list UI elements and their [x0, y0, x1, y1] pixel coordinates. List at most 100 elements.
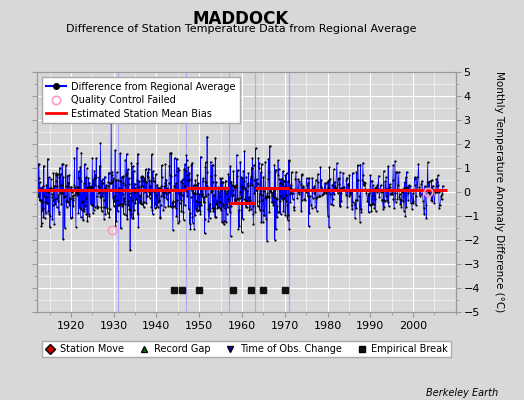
Point — [80, 180, 88, 187]
Point — [156, 185, 164, 191]
Point — [324, 185, 332, 191]
Point — [140, 199, 148, 205]
Point — [420, 211, 428, 217]
Point — [90, 175, 99, 181]
Point — [376, 187, 385, 194]
Point — [111, 222, 119, 229]
Point — [263, 194, 271, 200]
Point — [337, 198, 345, 204]
Y-axis label: Monthly Temperature Anomaly Difference (°C): Monthly Temperature Anomaly Difference (… — [494, 71, 504, 313]
Point — [139, 178, 147, 184]
Point — [148, 207, 156, 213]
Point — [41, 214, 49, 221]
Point — [286, 185, 294, 192]
Point — [81, 203, 90, 209]
Point — [236, 188, 244, 195]
Point — [135, 184, 144, 190]
Point — [174, 166, 183, 173]
Point — [405, 182, 413, 188]
Point — [230, 184, 238, 191]
Point — [158, 192, 167, 198]
Point — [409, 198, 418, 204]
Point — [308, 204, 316, 211]
Point — [396, 191, 404, 198]
Point — [316, 164, 324, 170]
Point — [80, 208, 88, 214]
Point — [64, 187, 73, 194]
Point — [146, 194, 154, 201]
Point — [116, 150, 124, 157]
Point — [48, 194, 56, 201]
Point — [105, 206, 114, 212]
Point — [70, 155, 79, 161]
Point — [232, 196, 240, 203]
Point — [108, 177, 117, 184]
Point — [257, 161, 266, 168]
Point — [134, 150, 142, 157]
Point — [309, 185, 317, 191]
Point — [267, 185, 276, 192]
Point — [409, 190, 417, 196]
Point — [333, 160, 341, 166]
Point — [185, 170, 193, 176]
Point — [125, 206, 134, 212]
Point — [140, 175, 148, 182]
Point — [402, 203, 410, 210]
Point — [210, 204, 219, 211]
Point — [45, 174, 53, 180]
Point — [193, 172, 202, 178]
Point — [114, 202, 122, 208]
Point — [277, 196, 286, 202]
Point — [370, 196, 379, 202]
Point — [375, 187, 383, 194]
Point — [208, 162, 216, 168]
Point — [305, 210, 313, 216]
Point — [159, 207, 167, 213]
Point — [46, 213, 54, 219]
Point — [364, 209, 373, 216]
Point — [312, 177, 320, 183]
Point — [144, 169, 152, 176]
Point — [35, 160, 43, 167]
Point — [77, 149, 85, 156]
Point — [191, 212, 199, 219]
Point — [122, 172, 130, 179]
Point — [169, 227, 177, 234]
Point — [379, 206, 387, 212]
Point — [155, 184, 163, 191]
Point — [49, 170, 58, 176]
Point — [74, 190, 82, 196]
Point — [127, 160, 136, 166]
Point — [254, 180, 262, 187]
Point — [431, 188, 440, 195]
Point — [63, 198, 71, 204]
Point — [154, 199, 162, 205]
Point — [160, 194, 168, 200]
Point — [294, 176, 302, 182]
Point — [250, 190, 259, 196]
Point — [209, 179, 217, 186]
Point — [45, 185, 53, 192]
Point — [89, 177, 97, 183]
Point — [339, 184, 347, 190]
Point — [111, 147, 119, 154]
Point — [68, 193, 76, 200]
Point — [368, 178, 376, 184]
Point — [392, 169, 400, 176]
Point — [79, 188, 88, 194]
Point — [37, 184, 45, 191]
Point — [117, 186, 125, 192]
Point — [263, 190, 271, 196]
Point — [62, 162, 70, 168]
Point — [239, 183, 248, 189]
Point — [254, 155, 263, 161]
Point — [402, 174, 410, 180]
Point — [243, 204, 251, 211]
Point — [248, 155, 257, 162]
Point — [425, 178, 434, 184]
Point — [427, 185, 435, 191]
Point — [78, 187, 86, 194]
Point — [354, 162, 362, 168]
Point — [138, 201, 146, 208]
Point — [179, 176, 187, 182]
